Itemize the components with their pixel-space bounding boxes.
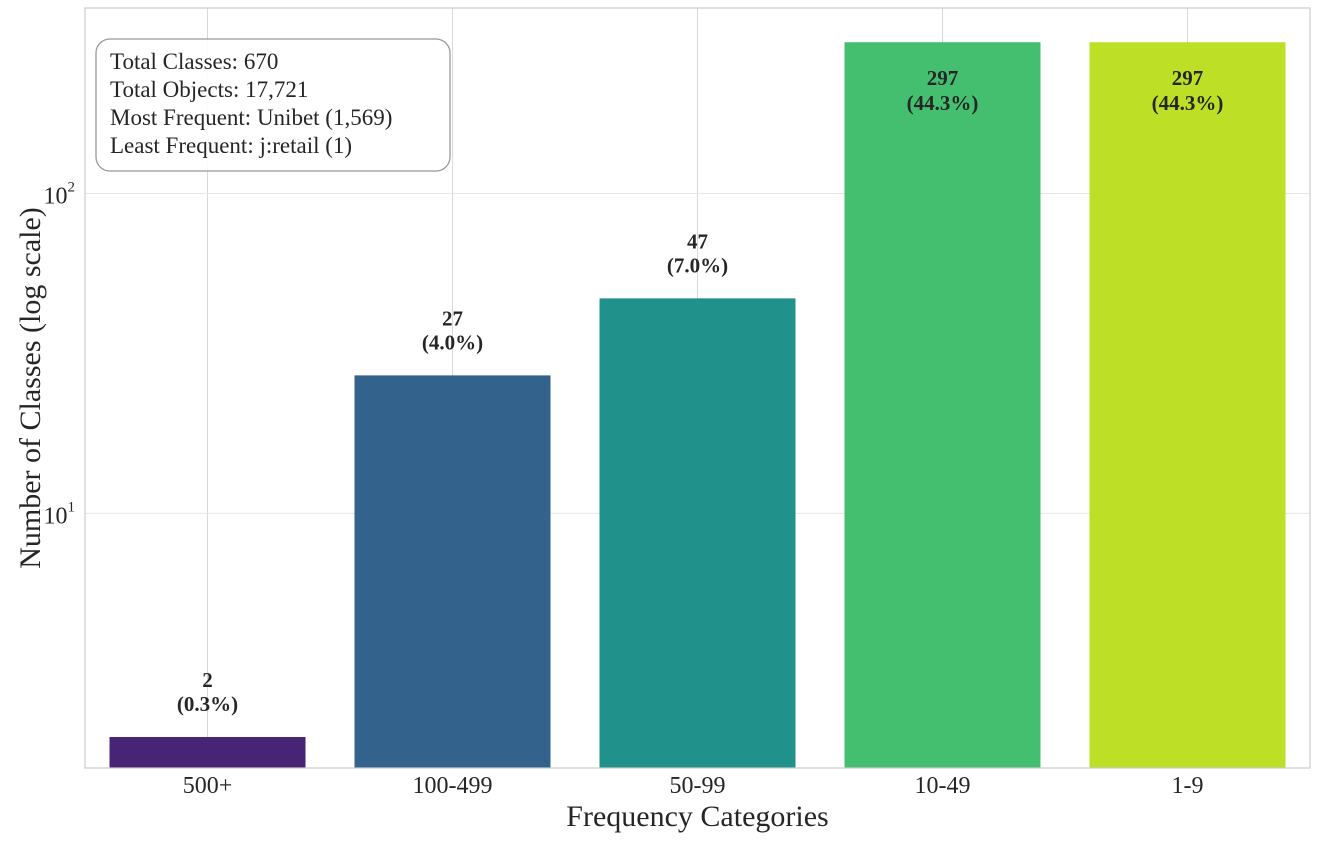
x-tick-label: 10-49 <box>915 773 971 799</box>
y-tick-label: 102 <box>44 179 76 209</box>
bar-percent-label: (0.3%) <box>177 692 238 716</box>
bars-layer <box>109 42 1286 768</box>
y-tick-label: 101 <box>44 499 76 529</box>
bar-percent-label: (44.3%) <box>907 91 979 115</box>
stats-total-objects: Total Objects: 17,721 <box>110 77 308 102</box>
stats-total-classes: Total Classes: 670 <box>110 49 278 74</box>
x-axis-label: Frequency Categories <box>566 800 828 833</box>
stats-most-frequent: Most Frequent: Unibet (1,569) <box>110 105 392 130</box>
y-axis-label: Number of Classes (log scale) <box>14 207 47 569</box>
bar-value-label: 297 <box>1172 66 1204 90</box>
x-tick-labels: 500+ 100-499 50-99 10-49 1-9 <box>183 773 1204 799</box>
x-tick-label: 50-99 <box>670 773 726 799</box>
x-tick-label: 100-499 <box>413 773 493 799</box>
bar-percent-label: (4.0%) <box>422 330 483 354</box>
bar-50-99 <box>599 298 796 768</box>
x-tick-label: 500+ <box>183 773 233 799</box>
stats-least-frequent: Least Frequent: j:retail (1) <box>110 133 352 158</box>
y-tick-labels: 101 102 <box>44 179 76 529</box>
plot-frame <box>84 7 1311 769</box>
bar-value-label: 297 <box>927 66 959 90</box>
bar-500+ <box>109 736 306 768</box>
stats-box: Total Classes: 670 Total Objects: 17,721… <box>95 38 451 172</box>
bar-percent-label: (7.0%) <box>667 253 728 277</box>
bar-1-9 <box>1089 42 1286 768</box>
bar-value-label: 27 <box>442 306 463 330</box>
x-tick-label: 1-9 <box>1172 773 1204 799</box>
bar-percent-label: (44.3%) <box>1152 91 1224 115</box>
stats-box-frame <box>95 38 451 172</box>
bar-labels-layer: 2(0.3%)27(4.0%)47(7.0%)297(44.3%)297(44.… <box>177 66 1224 716</box>
bar-10-49 <box>844 42 1041 768</box>
bar-100-499 <box>354 375 551 768</box>
bar-value-label: 2 <box>202 668 213 692</box>
bar-value-label: 47 <box>687 229 708 253</box>
